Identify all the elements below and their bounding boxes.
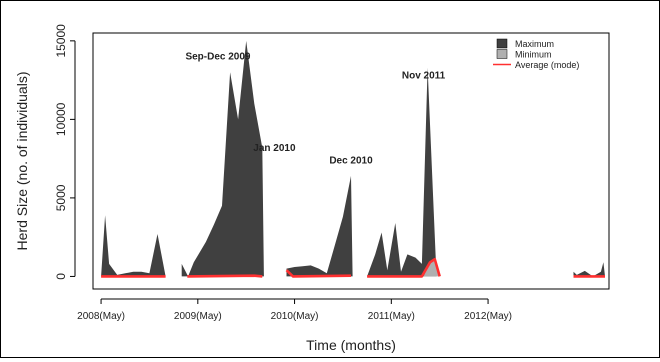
x-tick-label: 2010(May) <box>271 311 319 322</box>
maximum-area-segment <box>101 215 166 277</box>
x-tick-label: 2012(May) <box>464 311 512 322</box>
legend-label: Minimum <box>515 50 552 60</box>
maximum-area-segment <box>573 262 605 277</box>
x-tick-label: 2009(May) <box>174 311 222 322</box>
average-line-segment <box>285 269 352 278</box>
plot-area-border <box>92 32 610 290</box>
peak-annotation: Nov 2011 <box>402 71 446 82</box>
y-axis-title: Herd Size (no. of individuals) <box>14 72 30 251</box>
legend-label: Average (mode) <box>515 60 579 70</box>
y-tick-label: 10000 <box>54 102 68 136</box>
maximum-area-segment <box>367 67 437 277</box>
maximum-area-segment <box>181 40 264 277</box>
y-tick-label: 15000 <box>54 24 68 58</box>
x-axis-title: Time (months) <box>306 337 396 353</box>
peak-annotation: Jan 2010 <box>253 143 296 154</box>
x-tick-label: 2008(May) <box>77 311 125 322</box>
x-tick-label: 2011(May) <box>368 311 415 322</box>
peak-annotation: Sep-Dec 2009 <box>185 52 250 63</box>
average-line-segment <box>187 274 263 278</box>
y-tick-label: 5000 <box>54 184 68 211</box>
legend-swatch-minimum <box>496 49 508 59</box>
peak-annotation: Dec 2010 <box>329 155 373 166</box>
legend-label: Maximum <box>515 39 554 49</box>
legend-swatch-maximum <box>496 38 508 49</box>
y-tick-label: 0 <box>54 273 68 280</box>
maximum-area-segment <box>286 175 353 277</box>
average-line-segment <box>367 257 441 278</box>
